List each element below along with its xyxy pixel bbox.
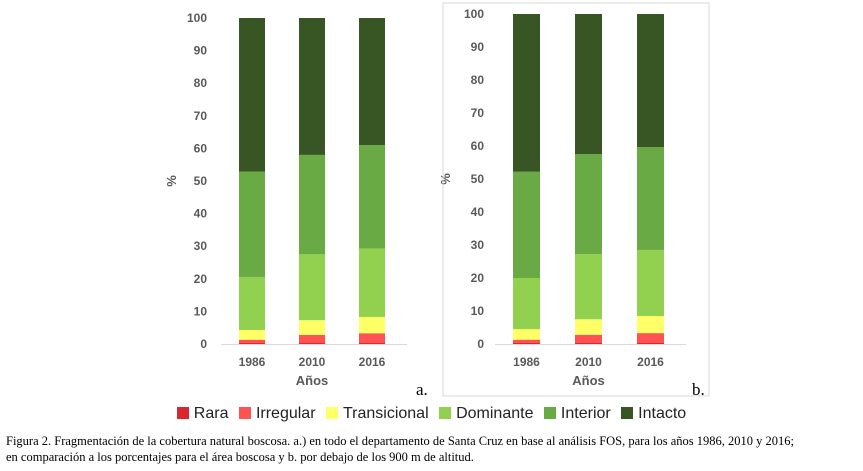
bar-segment-dominante-2010	[575, 254, 602, 320]
legend-swatch-irregular	[238, 407, 251, 419]
bar-segment-dominante-1986	[513, 278, 540, 330]
legend-label-dominante: Dominante	[456, 405, 534, 422]
y-tick-label-b: 90	[471, 40, 485, 54]
bar-segment-transicional-1986	[239, 329, 265, 340]
bar-segment-dominante-2010	[299, 254, 325, 321]
bar-segment-interior-2016	[637, 146, 664, 250]
y-tick-label-a: 20	[194, 272, 208, 286]
y-tick-label-b: 60	[471, 139, 485, 153]
legend-item-intacto: Intacto	[621, 405, 686, 423]
y-tick-label-b: 0	[477, 337, 484, 351]
panel-label-a: a.	[416, 380, 428, 399]
y-tick-label-b: 100	[464, 7, 484, 21]
x-tick-label-b: 1986	[513, 355, 540, 369]
chart-b: 0 10 20 30 40 50 60 70 80 90 100% 1986 2010 2016 Años	[438, 2, 710, 397]
bar-segment-rara-2010	[299, 343, 325, 344]
bar-segment-transicional-1986	[513, 329, 540, 340]
y-tick-label-a: 80	[194, 76, 208, 90]
y-tick-label-a: 0	[200, 337, 207, 351]
y-tick-label-b: 10	[471, 304, 485, 318]
bar-segment-intacto-2010	[299, 18, 325, 155]
legend-swatch-rara	[176, 407, 189, 419]
legend-label-interior: Interior	[560, 405, 611, 422]
bar-segment-transicional-2010	[575, 319, 602, 335]
bar-segment-irregular-2016	[359, 333, 385, 344]
y-tick-label-a: 60	[194, 141, 208, 155]
caption-line-1: Figura 2. Fragmentación de la cobertura …	[6, 434, 794, 448]
bar-segment-intacto-2016	[359, 18, 385, 146]
legend-label-irregular: Irregular	[255, 405, 316, 422]
bar-segment-dominante-2016	[637, 249, 664, 316]
legend-swatch-transicional	[325, 407, 338, 419]
y-tick-label-a: 10	[194, 304, 208, 318]
legend-label-rara: Rara	[193, 405, 229, 422]
x-tick-label-a: 2016	[359, 355, 386, 369]
legend-item-interior: Interior	[543, 405, 611, 423]
bar-segment-rara-2016	[359, 343, 385, 344]
bar-segment-transicional-2016	[359, 316, 385, 334]
chart-a: 0 10 20 30 40 50 60 70 80 90 100% 1986 2010 2016 Años	[164, 11, 407, 388]
bar-segment-irregular-1986	[239, 339, 265, 344]
x-tick-label-a: 2010	[299, 355, 326, 369]
legend-swatch-intacto	[621, 407, 634, 419]
caption-line-2: en comparación a los porcentajes para el…	[6, 450, 474, 464]
bar-segment-interior-2016	[359, 145, 385, 249]
chart-b-frame	[442, 2, 710, 397]
bar-segment-intacto-2010	[575, 14, 602, 155]
y-tick-label-b: 20	[471, 271, 485, 285]
bar-segment-intacto-2016	[637, 14, 664, 147]
bar-segment-dominante-1986	[239, 277, 265, 330]
panel-label-b: b.	[692, 380, 705, 399]
x-tick-label-b: 2016	[637, 355, 664, 369]
bar-segment-rara-1986	[239, 343, 265, 344]
y-tick-label-a: 70	[194, 109, 208, 123]
y-tick-label-b: 50	[471, 172, 485, 186]
legend: Rara Irregular Transicional Dominante In…	[0, 405, 863, 423]
bar-segment-rara-2010	[575, 343, 602, 344]
y-tick-label-a: 50	[194, 174, 208, 188]
y-axis-title-a: %	[164, 175, 179, 187]
bar-segment-transicional-2016	[637, 315, 664, 334]
legend-label-transicional: Transicional	[342, 405, 429, 422]
bar-segment-irregular-2010	[575, 334, 602, 344]
bar-segment-irregular-2016	[637, 333, 664, 344]
bar-segment-interior-1986	[513, 171, 540, 278]
y-tick-label-b: 40	[471, 205, 485, 219]
bar-segment-intacto-1986	[239, 18, 265, 172]
bar-segment-interior-2010	[299, 154, 325, 255]
legend-swatch-interior	[543, 407, 556, 419]
legend-swatch-dominante	[439, 407, 452, 419]
y-tick-label-b: 70	[471, 106, 485, 120]
x-axis-title-b: Años	[572, 373, 605, 388]
y-tick-label-a: 40	[194, 207, 208, 221]
legend-item-irregular: Irregular	[238, 405, 316, 423]
bar-segment-rara-1986	[513, 343, 540, 344]
legend-item-transicional: Transicional	[325, 405, 429, 423]
y-tick-label-a: 100	[187, 11, 207, 25]
legend-item-dominante: Dominante	[439, 405, 533, 423]
y-tick-label-a: 90	[194, 44, 208, 58]
figure-caption: Figura 2. Fragmentación de la cobertura …	[6, 433, 861, 465]
y-tick-label-b: 80	[471, 73, 485, 87]
bar-segment-intacto-1986	[513, 14, 540, 172]
x-tick-label-b: 2010	[575, 355, 602, 369]
bar-segment-interior-1986	[239, 171, 265, 278]
y-axis-title-b: %	[438, 173, 453, 185]
legend-item-rara: Rara	[176, 405, 229, 423]
legend-label-intacto: Intacto	[638, 405, 687, 422]
bar-segment-transicional-2010	[299, 320, 325, 335]
x-axis-title-a: Años	[296, 373, 329, 388]
bar-segment-dominante-2016	[359, 248, 385, 317]
bar-segment-rara-2016	[637, 343, 664, 344]
y-tick-label-b: 30	[471, 238, 485, 252]
bar-segment-irregular-1986	[513, 339, 540, 344]
y-tick-label-a: 30	[194, 239, 208, 253]
bar-segment-irregular-2010	[299, 334, 325, 344]
x-tick-label-a: 1986	[239, 355, 266, 369]
bar-segment-interior-2010	[575, 154, 602, 255]
